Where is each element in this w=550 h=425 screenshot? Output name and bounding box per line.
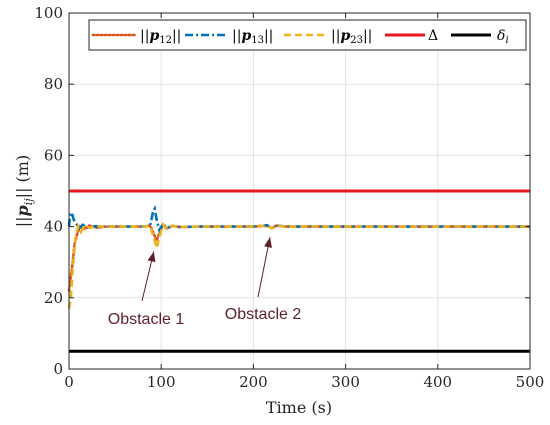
y-tick-label: 100 xyxy=(34,4,63,22)
x-tick-label: 0 xyxy=(64,373,74,391)
legend-label-4: δi xyxy=(497,28,509,46)
x-tick-label: 500 xyxy=(516,373,545,391)
annotation-label-1: Obstacle 1 xyxy=(108,311,185,328)
x-tick-label: 200 xyxy=(239,373,268,391)
plot-frame xyxy=(68,12,531,370)
x-tick-label: 400 xyxy=(423,373,452,391)
legend-label-0: ||p12|| xyxy=(140,28,181,46)
x-tick-label: 300 xyxy=(331,373,360,391)
series-line-1 xyxy=(67,204,530,234)
y-tick-label: 80 xyxy=(44,75,63,93)
annotation-arrowhead-2 xyxy=(264,237,272,248)
x-axis-label: Time (s) xyxy=(266,398,332,417)
y-axis-label: ||pij|| (m) xyxy=(13,155,35,227)
y-tick-label: 60 xyxy=(44,146,63,164)
svg-text:||pij|| (m): ||pij|| (m) xyxy=(13,155,35,227)
annotations: Obstacle 1 Obstacle 2 xyxy=(108,237,302,328)
x-tick-label: 100 xyxy=(147,373,176,391)
y-tick-label: 20 xyxy=(44,289,63,307)
legend-label-3: Δ xyxy=(428,28,438,44)
y-tick-label: 0 xyxy=(53,360,63,378)
series-line-2 xyxy=(67,221,530,309)
annotation-label-2: Obstacle 2 xyxy=(225,306,302,323)
legend-label-1: ||p13|| xyxy=(232,28,273,46)
axis-ticks: 0 100 200 300 400 500 0 20 40 60 80 100 xyxy=(34,4,544,391)
legend-label-2: ||p23|| xyxy=(331,28,372,46)
annotation-arrowhead-1 xyxy=(147,251,156,263)
series-lines xyxy=(67,189,532,353)
annotation-arrow-2 xyxy=(257,237,271,298)
y-tick-label: 40 xyxy=(44,218,63,236)
